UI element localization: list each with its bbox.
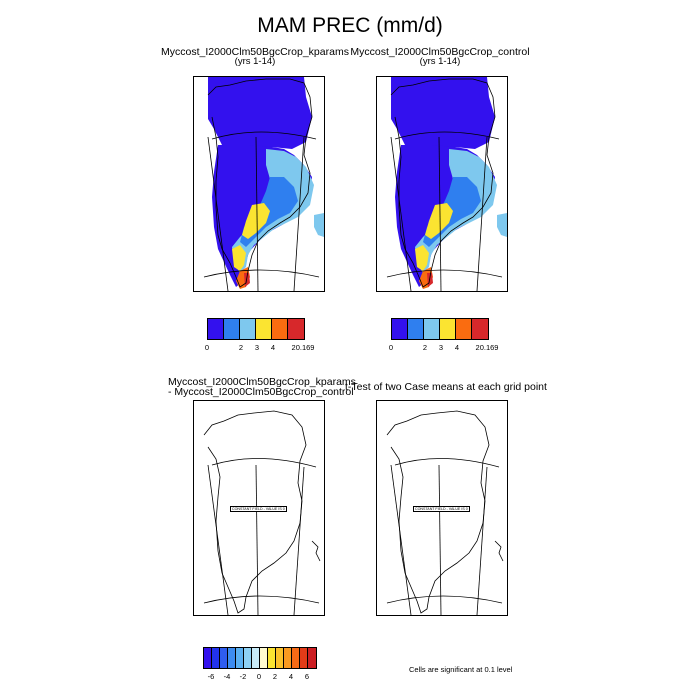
colorbar-label: 3 <box>254 343 260 352</box>
colorbar-swatch <box>208 319 224 339</box>
map-kparams <box>193 76 325 292</box>
colorbar-swatch <box>220 648 228 668</box>
colorbar-swatch <box>292 648 300 668</box>
difference-line2: - Myccost_I2000Clm50BgcCrop_control <box>168 386 354 398</box>
significance-note: Cells are significant at 0.1 level <box>409 665 513 674</box>
colorbar-swatch <box>472 319 488 339</box>
colorbar-swatch <box>268 648 276 668</box>
colorbar-label: 3 <box>438 343 444 352</box>
panel-title-kparams: Myccost_I2000Clm50BgcCrop_kparams (yrs 1… <box>160 47 350 67</box>
colorbar-label: 0 <box>256 672 262 681</box>
colorbar-swatch <box>308 648 316 668</box>
colorbar-kparams <box>207 318 305 340</box>
colorbar-swatch <box>260 648 268 668</box>
colorbar-swatch <box>392 319 408 339</box>
colorbar-swatch <box>228 648 236 668</box>
map-control <box>376 76 508 292</box>
colorbar-swatch <box>244 648 252 668</box>
map-difference-svg <box>203 410 321 615</box>
panel-years-control: (yrs 1-14) <box>419 56 461 67</box>
colorbar-swatch <box>456 319 472 339</box>
colorbar-label: 20.169 <box>291 343 315 352</box>
colorbar-swatch <box>288 319 304 339</box>
difference-line1: Myccost_I2000Clm50BgcCrop_kparams <box>168 376 356 388</box>
map-control-svg <box>377 77 507 291</box>
map-kparams-svg <box>194 77 324 291</box>
panel-title-difference: Myccost_I2000Clm50BgcCrop_kparams - Mycc… <box>168 376 356 398</box>
colorbar-swatch <box>224 319 240 339</box>
colorbar-swatch <box>252 648 260 668</box>
constant-field-label: CONSTANT FIELD - VALUE IS 0 <box>413 506 470 512</box>
colorbar-label: 4 <box>270 343 276 352</box>
colorbar-label: -4 <box>223 672 231 681</box>
colorbar-swatch <box>212 648 220 668</box>
panel-title-ttest: t-Test of two Case means at each grid po… <box>345 381 547 393</box>
colorbar-control <box>391 318 489 340</box>
colorbar-label: 2 <box>272 672 278 681</box>
colorbar-swatch <box>440 319 456 339</box>
colorbar-swatch <box>300 648 308 668</box>
colorbar-swatch <box>272 319 288 339</box>
panel-name-kparams: Myccost_I2000Clm50BgcCrop_kparams <box>161 46 349 58</box>
colorbar-label: 6 <box>304 672 310 681</box>
colorbar-swatch <box>408 319 424 339</box>
colorbar-swatch <box>284 648 292 668</box>
colorbar-label: -6 <box>207 672 215 681</box>
colorbar-label: 0 <box>388 343 394 352</box>
colorbar-swatch <box>236 648 244 668</box>
constant-field-label: CONSTANT FIELD - VALUE IS 0 <box>230 506 287 512</box>
colorbar-label: 4 <box>454 343 460 352</box>
colorbar-swatch <box>424 319 440 339</box>
colorbar-swatch <box>240 319 256 339</box>
colorbar-label: 4 <box>288 672 294 681</box>
panel-name-control: Myccost_I2000Clm50BgcCrop_control <box>350 46 530 58</box>
colorbar-label: -2 <box>239 672 247 681</box>
map-ttest-svg <box>386 410 504 615</box>
panel-years-kparams: (yrs 1-14) <box>234 56 276 67</box>
colorbar-difference <box>203 647 317 669</box>
colorbar-label: 0 <box>204 343 210 352</box>
figure-title: MAM PREC (mm/d) <box>257 14 443 37</box>
panel-title-control: Myccost_I2000Clm50BgcCrop_control (yrs 1… <box>345 47 535 67</box>
colorbar-swatch <box>256 319 272 339</box>
colorbar-label: 2 <box>238 343 244 352</box>
colorbar-label: 2 <box>422 343 428 352</box>
colorbar-swatch <box>204 648 212 668</box>
colorbar-swatch <box>276 648 284 668</box>
colorbar-label: 20.169 <box>475 343 499 352</box>
